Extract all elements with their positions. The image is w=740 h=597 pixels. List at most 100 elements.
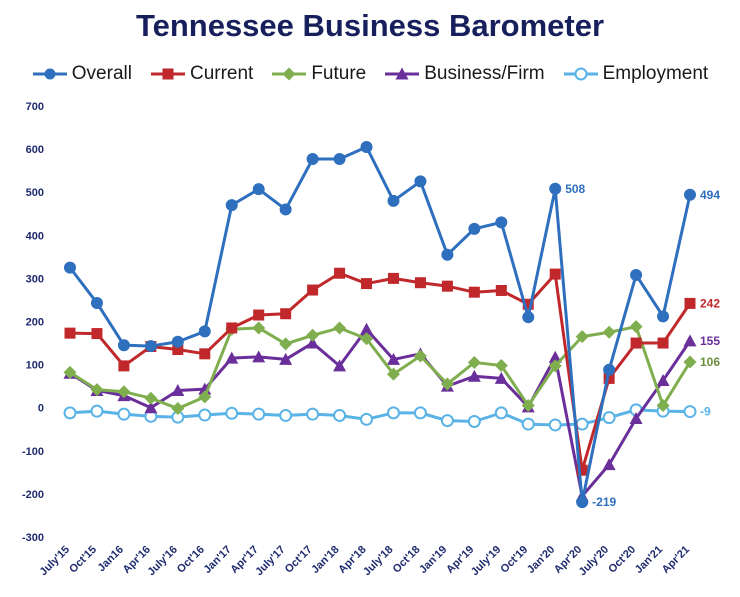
series-employment-point bbox=[548, 418, 562, 432]
series-future-point bbox=[548, 359, 562, 373]
series-future-point bbox=[63, 365, 77, 379]
series-overall-point bbox=[252, 183, 265, 196]
x-tick-label: Jan'21 bbox=[633, 544, 665, 576]
series-overall-point bbox=[468, 222, 481, 235]
series-employment-point bbox=[521, 417, 535, 431]
series-current-point bbox=[441, 280, 453, 292]
series-business-firm-point bbox=[656, 374, 670, 387]
series-future-point bbox=[602, 325, 616, 339]
x-tick-label: Oct'15 bbox=[67, 544, 99, 576]
y-tick-label: -100 bbox=[22, 446, 44, 458]
series-employment-point bbox=[279, 408, 293, 422]
series-employment-point bbox=[494, 406, 508, 420]
series-future-point bbox=[90, 383, 104, 397]
series-business-firm-point bbox=[386, 352, 400, 365]
legend-label-future: Future bbox=[311, 63, 367, 84]
legend-marker bbox=[282, 67, 296, 81]
series-employment-point bbox=[252, 407, 266, 421]
series-business-firm-point bbox=[252, 350, 266, 363]
series-current-point bbox=[91, 328, 103, 340]
y-tick-label: 600 bbox=[26, 144, 44, 156]
y-tick-label: -200 bbox=[22, 489, 44, 501]
series-employment-point bbox=[198, 408, 212, 422]
x-tick-label: July'17 bbox=[253, 544, 288, 579]
series-business-firm-point bbox=[548, 350, 562, 363]
legend-item-current: Current bbox=[150, 63, 253, 85]
series-business-firm-point bbox=[360, 322, 374, 335]
series-overall-point bbox=[549, 182, 562, 195]
series-current-line bbox=[69, 271, 692, 472]
y-tick-label: -300 bbox=[22, 532, 44, 544]
series-employment-point bbox=[683, 405, 697, 419]
series-future-point bbox=[198, 390, 212, 404]
chart-title: Tennessee Business Barometer bbox=[135, 8, 605, 43]
series-business-firm-point bbox=[144, 401, 158, 414]
series-current-point bbox=[630, 337, 642, 349]
legend-item-future: Future bbox=[271, 63, 366, 85]
series-business-firm-point bbox=[467, 369, 481, 382]
series-business-firm-point bbox=[306, 336, 320, 349]
series-overall-point bbox=[414, 175, 427, 188]
data-label-overall: 508 bbox=[565, 182, 585, 196]
series-current-point bbox=[468, 286, 480, 298]
series-employment-point bbox=[467, 414, 481, 428]
series-business-firm-point bbox=[683, 334, 697, 347]
series-current-point bbox=[172, 344, 184, 356]
series-employment-point bbox=[413, 406, 427, 420]
series-current-point bbox=[226, 322, 238, 334]
series-current-point bbox=[522, 298, 534, 310]
series-business-firm-point bbox=[602, 458, 616, 471]
data-label-business-firm: 155 bbox=[700, 334, 720, 348]
series-current-point bbox=[657, 337, 669, 349]
series-future-point bbox=[521, 399, 535, 413]
series-future-point bbox=[386, 367, 400, 381]
series-employment-point bbox=[333, 408, 347, 422]
series-employment-point bbox=[90, 404, 104, 418]
x-tick-label: Oct'20 bbox=[606, 544, 638, 576]
series-current bbox=[64, 267, 696, 476]
series-current-point bbox=[603, 372, 615, 384]
series-future bbox=[63, 320, 697, 416]
legend-business-firm-icon bbox=[385, 67, 420, 80]
legend-item-overall: Overall bbox=[32, 63, 132, 85]
series-employment-point bbox=[225, 406, 239, 420]
chart-legend: Overall Current Future Business/Firm Employm… bbox=[0, 60, 740, 88]
y-tick-label: 400 bbox=[26, 230, 44, 242]
legend-marker bbox=[395, 67, 409, 80]
data-label-future: 106 bbox=[700, 355, 720, 369]
x-tick-label: July'20 bbox=[577, 544, 612, 579]
series-current-point bbox=[414, 277, 426, 289]
series-current-point bbox=[387, 272, 399, 284]
series-overall-point bbox=[198, 325, 211, 338]
legend-item-business-firm: Business/Firm bbox=[384, 63, 545, 85]
series-overall-point bbox=[117, 339, 130, 352]
series-business-firm-point bbox=[494, 371, 508, 384]
series-business-firm-point bbox=[225, 351, 239, 364]
series-overall-point bbox=[522, 311, 535, 324]
x-tick-label: July'18 bbox=[361, 544, 396, 579]
series-current-point bbox=[118, 360, 130, 372]
series-future-point bbox=[413, 349, 427, 363]
series-current-point bbox=[253, 309, 265, 321]
x-tick-label: Jan'18 bbox=[309, 544, 341, 576]
series-future-point bbox=[683, 355, 697, 369]
x-tick-label: Oct'16 bbox=[175, 544, 207, 576]
series-business-firm-point bbox=[629, 411, 643, 424]
y-tick-label: 300 bbox=[26, 273, 44, 285]
series-future-point bbox=[252, 321, 266, 335]
series-current-point bbox=[576, 464, 588, 476]
y-tick-label: 700 bbox=[26, 101, 44, 113]
series-future-line bbox=[69, 325, 692, 411]
x-tick-label: Apr'21 bbox=[660, 544, 692, 576]
x-tick-label: Oct'18 bbox=[391, 544, 423, 576]
series-employment-point bbox=[440, 414, 454, 428]
series-current-point bbox=[495, 284, 507, 296]
legend-marker bbox=[574, 67, 588, 81]
series-current-point bbox=[199, 348, 211, 360]
legend-future-icon bbox=[272, 67, 307, 81]
series-overall-line bbox=[68, 145, 692, 504]
legend-label-overall: Overall bbox=[71, 63, 132, 84]
series-overall-point bbox=[171, 335, 184, 348]
series-employment-point bbox=[386, 406, 400, 420]
